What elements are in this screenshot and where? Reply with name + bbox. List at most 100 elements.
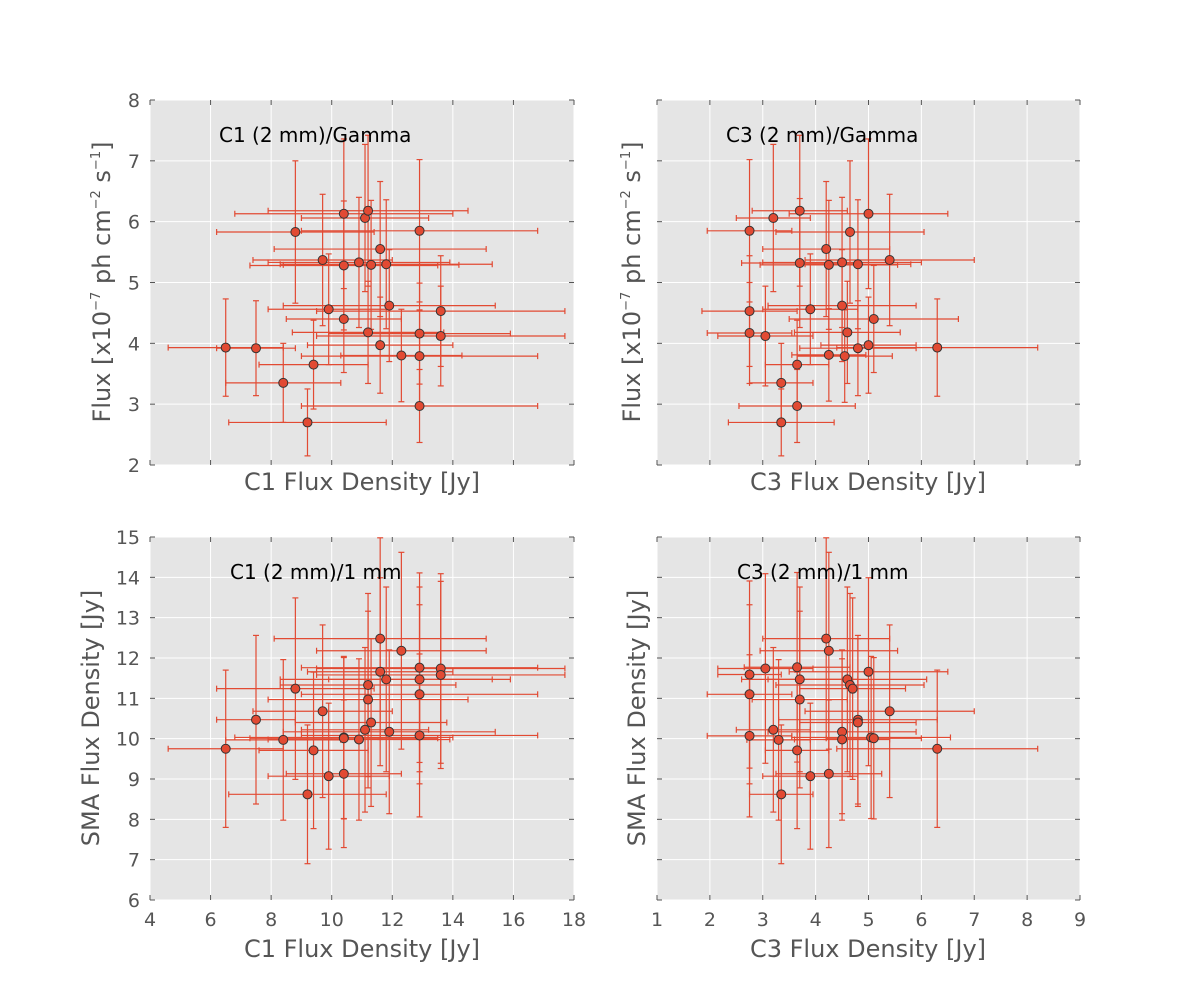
- data-point: [744, 306, 755, 317]
- x-tick-label: 3: [757, 909, 769, 931]
- data-point: [338, 733, 349, 744]
- y-tick-label: 10: [116, 729, 140, 751]
- data-point: [302, 789, 313, 800]
- ticks-c3-1mm: [656, 536, 1081, 901]
- ylabel-c1-gamma-end: ]: [88, 142, 116, 151]
- data-point: [823, 645, 834, 656]
- x-tick-label: 16: [501, 909, 525, 931]
- data-point: [317, 706, 328, 717]
- y-tick-label: 7: [128, 151, 140, 173]
- markers-c1-gamma: [220, 205, 446, 428]
- x-tick-label: 10: [320, 909, 344, 931]
- markers-c3-gamma: [744, 205, 943, 428]
- x-tick-label: 9: [1074, 909, 1086, 931]
- data-point: [823, 768, 834, 779]
- ylabel-c1-gamma-exp2: −2: [89, 190, 104, 209]
- ylabel-c3-gamma-exp3: −1: [619, 151, 634, 170]
- data-point: [414, 400, 425, 411]
- data-point: [932, 342, 943, 353]
- ylabel-c3-gamma-end: ]: [618, 142, 646, 151]
- data-point: [852, 717, 863, 728]
- data-point: [760, 663, 771, 674]
- data-point: [794, 694, 805, 705]
- ylabel-c3-gamma-mid2: s: [618, 170, 646, 190]
- x-tick-label: 8: [1021, 909, 1033, 931]
- data-point: [308, 745, 319, 756]
- data-point: [805, 771, 816, 782]
- data-point: [366, 717, 377, 728]
- data-point: [852, 259, 863, 270]
- y-tick-label: 4: [128, 333, 140, 355]
- data-point: [381, 674, 392, 685]
- data-point: [363, 680, 374, 691]
- data-point: [220, 342, 231, 353]
- data-point: [435, 306, 446, 317]
- x-tick-label: 8: [265, 909, 277, 931]
- data-point: [384, 300, 395, 311]
- data-point: [852, 343, 863, 354]
- data-point: [839, 351, 850, 362]
- data-point: [435, 331, 446, 342]
- data-point: [308, 359, 319, 370]
- data-point: [847, 683, 858, 694]
- x-tick-label: 5: [862, 909, 874, 931]
- data-point: [375, 633, 386, 644]
- ylabel-c1-gamma-exp1: −7: [89, 292, 104, 311]
- data-point: [396, 350, 407, 361]
- data-point: [278, 734, 289, 745]
- y-tick-label: 8: [128, 809, 140, 831]
- annotation-c3-1mm: C3 (2 mm)/1 mm: [737, 560, 908, 584]
- data-point: [792, 662, 803, 673]
- data-point: [744, 225, 755, 236]
- ylabel-c1-gamma-exp3: −1: [89, 151, 104, 170]
- x-tick-label: 4: [144, 909, 156, 931]
- markers-c3-1mm: [744, 633, 943, 800]
- data-point: [792, 359, 803, 370]
- x-tick-label: 14: [441, 909, 465, 931]
- ylabel-c3-gamma-main: Flux [x10: [618, 311, 646, 423]
- data-point: [744, 669, 755, 680]
- data-point: [338, 314, 349, 324]
- ylabel-c1-1mm: SMA Flux Density [Jy]: [77, 590, 105, 846]
- data-point: [794, 674, 805, 685]
- ylabel-c1-gamma-mid: ph cm: [88, 209, 116, 291]
- data-point: [251, 714, 261, 725]
- markers-c1-1mm: [220, 633, 446, 800]
- data-point: [414, 328, 425, 339]
- y-tick-label: 6: [128, 212, 140, 234]
- ticklabels-c3-1mm: 1 2 3 4 5 6 7 8 9: [651, 909, 1086, 931]
- xlabel-c3-gamma: C3 Flux Density [Jy]: [750, 468, 986, 496]
- data-point: [837, 300, 848, 311]
- y-tick-label: 6: [128, 890, 140, 912]
- data-point: [773, 734, 784, 745]
- data-point: [338, 768, 349, 779]
- annotation-c3-gamma: C3 (2 mm)/Gamma: [726, 123, 918, 147]
- panel-c3-1mm: 1 2 3 4 5 6 7 8 9 C3 (2 mm)/1 mm C3 Flux Density…: [623, 536, 1086, 963]
- y-tick-label: 15: [116, 527, 140, 549]
- data-point: [837, 257, 848, 268]
- y-tick-label: 9: [128, 769, 140, 791]
- data-point: [384, 726, 395, 737]
- data-point: [744, 327, 755, 338]
- y-tick-label: 2: [128, 455, 140, 477]
- data-point: [317, 254, 328, 265]
- data-point: [414, 730, 425, 741]
- data-point: [414, 225, 425, 236]
- data-point: [823, 349, 834, 360]
- data-point: [353, 734, 364, 745]
- data-point: [768, 724, 779, 735]
- data-point: [375, 340, 386, 351]
- data-point: [323, 304, 334, 315]
- ylabel-c3-gamma-exp1: −7: [619, 292, 634, 311]
- xlabel-c1-1mm: C1 Flux Density [Jy]: [244, 935, 480, 963]
- x-tick-label: 1: [651, 909, 663, 931]
- data-point: [290, 227, 301, 238]
- y-tick-label: 12: [116, 648, 140, 670]
- y-tick-label: 5: [128, 273, 140, 295]
- data-point: [278, 377, 289, 388]
- data-point: [768, 213, 779, 224]
- data-point: [323, 771, 334, 782]
- data-point: [776, 377, 787, 388]
- ylabel-c1-gamma: Flux [x10−7 ph cm−2 s−1]: [88, 142, 116, 423]
